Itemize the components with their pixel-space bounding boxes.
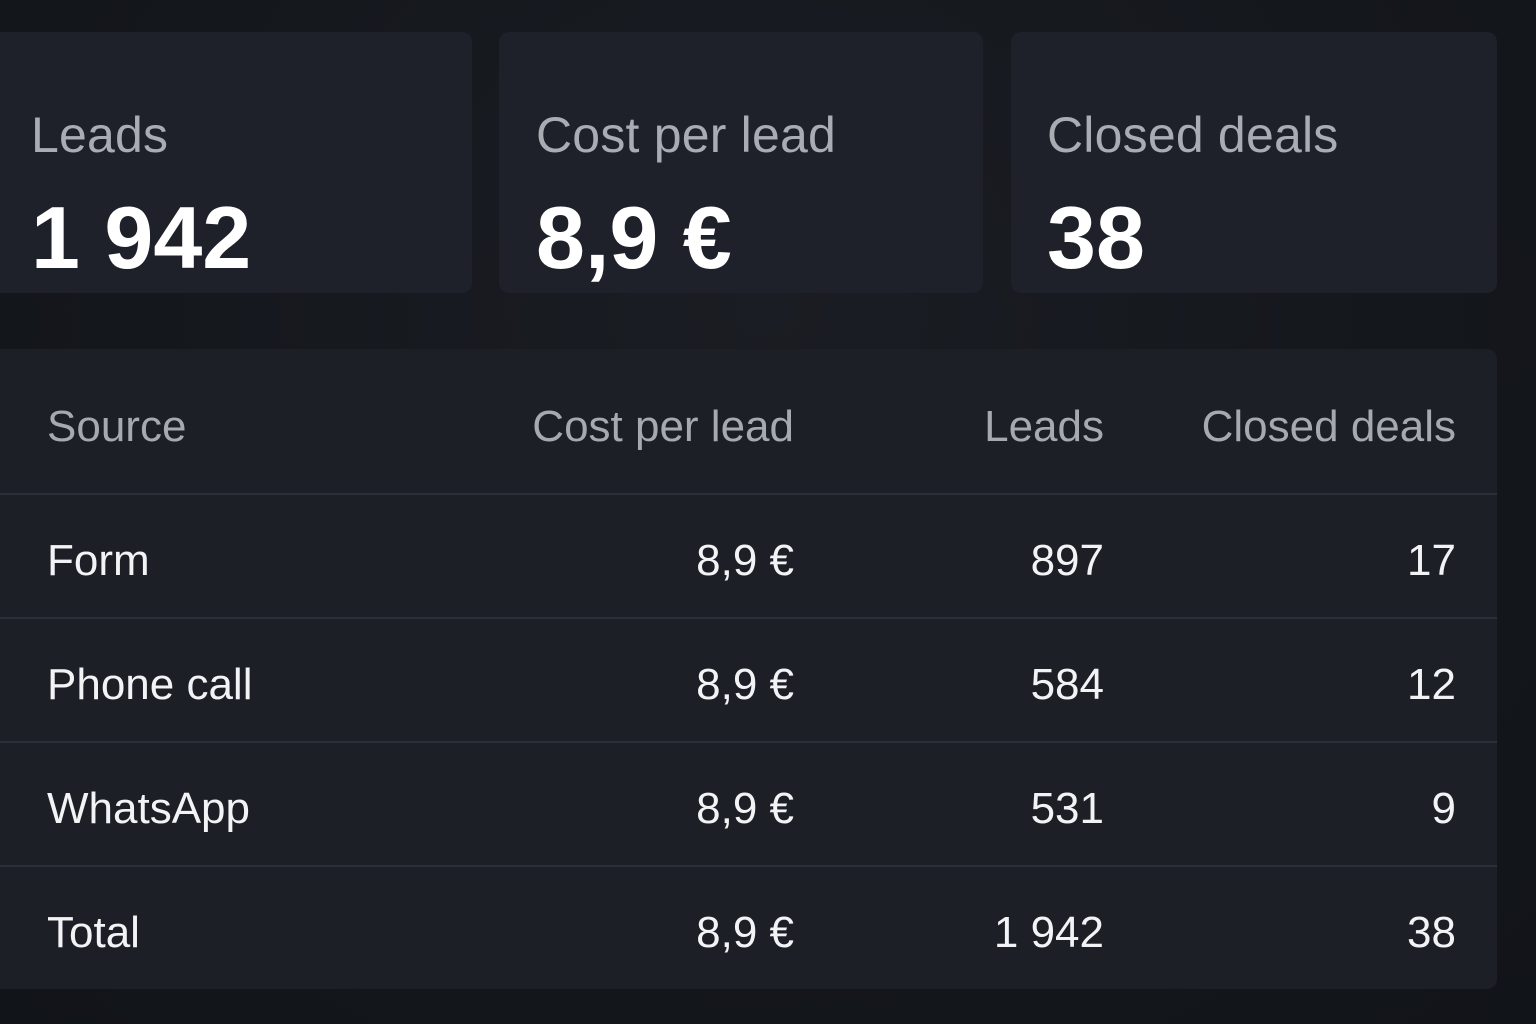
cell-cost-per-lead: 8,9 € <box>696 660 794 709</box>
header-source[interactable]: Source <box>47 402 187 451</box>
cell-cost-per-lead: 8,9 € <box>696 536 794 585</box>
sources-table: Source Cost per lead Leads Closed deals … <box>0 349 1497 989</box>
cell-closed-deals: 17 <box>1407 536 1456 585</box>
cell-source: Form <box>47 536 150 585</box>
total-label: Total <box>47 908 140 957</box>
table-header-row: Source Cost per lead Leads Closed deals <box>0 349 1497 495</box>
cell-source: WhatsApp <box>47 784 250 833</box>
kpi-leads-label: Leads <box>31 107 169 163</box>
cell-closed-deals: 12 <box>1407 660 1456 709</box>
header-cost-per-lead[interactable]: Cost per lead <box>532 402 794 451</box>
total-closed-deals: 38 <box>1407 908 1456 957</box>
cell-source: Phone call <box>47 660 253 709</box>
cell-leads: 584 <box>1030 660 1104 709</box>
kpi-leads-value: 1 942 <box>31 188 252 287</box>
header-leads[interactable]: Leads <box>984 402 1104 451</box>
cell-cost-per-lead: 8,9 € <box>696 784 794 833</box>
total-cost-per-lead: 8,9 € <box>696 908 794 957</box>
total-leads: 1 942 <box>993 908 1104 957</box>
kpi-card-closed-deals: Closed deals 38 <box>1011 32 1497 293</box>
kpi-cost-per-lead-label: Cost per lead <box>536 107 836 163</box>
cell-leads: 897 <box>1030 536 1104 585</box>
header-closed-deals[interactable]: Closed deals <box>1201 402 1456 451</box>
table-total-row: Total 8,9 € 1 942 38 <box>0 867 1497 989</box>
table-row: Phone call 8,9 € 584 12 <box>0 619 1497 743</box>
cell-closed-deals: 9 <box>1431 784 1456 833</box>
kpi-cost-per-lead-value: 8,9 € <box>536 188 732 287</box>
kpi-closed-deals-label: Closed deals <box>1047 107 1339 163</box>
table-row: Form 8,9 € 897 17 <box>0 495 1497 619</box>
kpi-closed-deals-value: 38 <box>1047 188 1145 287</box>
kpi-card-leads: Leads 1 942 <box>0 32 472 293</box>
kpi-card-cost-per-lead: Cost per lead 8,9 € <box>499 32 983 293</box>
cell-leads: 531 <box>1030 784 1104 833</box>
table-row: WhatsApp 8,9 € 531 9 <box>0 743 1497 867</box>
